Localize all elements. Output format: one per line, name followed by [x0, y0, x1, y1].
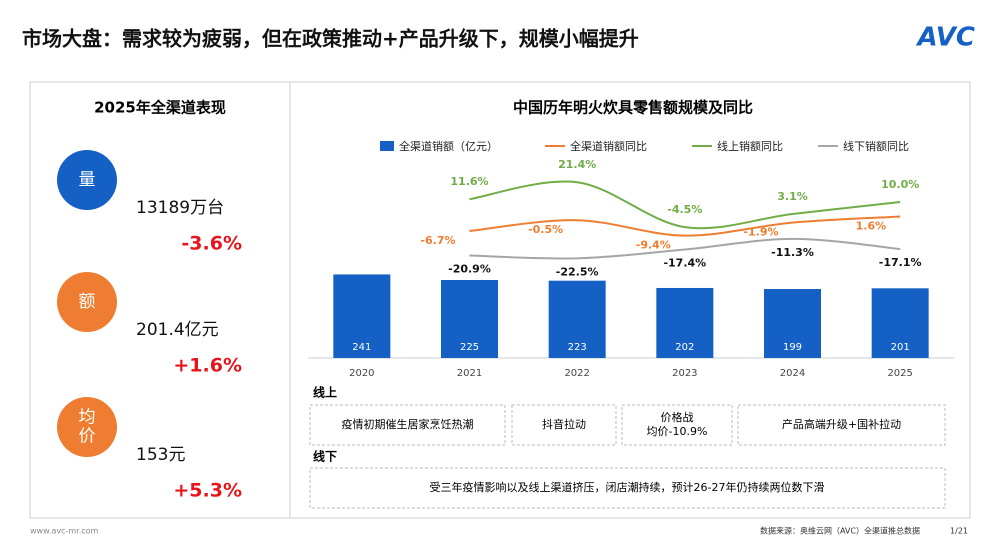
line: [469, 237, 901, 260]
line-label: -22.5%: [556, 265, 599, 278]
bar: [441, 280, 498, 358]
bar: [333, 274, 391, 358]
note-box: [309, 404, 506, 446]
icon-circle: [57, 397, 117, 457]
line-label: -1.9%: [743, 226, 778, 239]
x-tick-label: 2023: [672, 368, 697, 379]
bar-label: 201: [891, 342, 910, 353]
bar-label: 202: [675, 342, 694, 353]
online-note: 价格战: [661, 410, 694, 424]
line-label: -0.5%: [528, 223, 563, 236]
bar: [764, 289, 821, 358]
x-tick-label: 2025: [887, 368, 912, 379]
note-box: [511, 404, 617, 446]
line-label: 11.6%: [450, 175, 488, 188]
online-note: 疫情初期催生居家烹饪热潮: [342, 417, 474, 431]
note-box: [309, 467, 946, 509]
x-tick-label: 2020: [349, 368, 374, 379]
summary-title: 2025年全渠道表现: [94, 99, 226, 117]
x-tick-label: 2021: [457, 368, 482, 379]
bar: [656, 287, 714, 358]
summary-value: 201.4亿元: [136, 320, 219, 340]
summary-change: +5.3%: [173, 480, 242, 502]
chart-panel: [289, 81, 971, 519]
icon-circle: [57, 150, 117, 210]
source: 数据来源：奥维云网（AVC）全渠道推总数据: [760, 526, 920, 536]
line-label: -9.4%: [636, 239, 671, 252]
line: [469, 180, 901, 230]
icon-text: 价: [79, 427, 96, 447]
line-label: -11.3%: [771, 246, 814, 259]
bar-label: 199: [783, 342, 802, 353]
chart-title: 中国历年明火炊具零售额规模及同比: [513, 99, 753, 117]
offline-note: 受三年疫情影响以及线上渠道挤压，闭店潮持续，预计26-27年仍持续两位数下滑: [430, 480, 825, 494]
line-label: 10.0%: [881, 178, 919, 191]
x-tick-label: 2022: [564, 368, 589, 379]
legend-label: 全渠道销额同比: [570, 139, 647, 153]
summary-value: 13189万台: [136, 198, 224, 218]
legend-swatch: [380, 141, 394, 151]
page-number: 1/21: [950, 527, 968, 536]
note-box: [621, 404, 733, 446]
online-label: 线上: [313, 385, 337, 400]
bar: [871, 288, 929, 358]
bar-label: 225: [460, 342, 479, 353]
icon-text: 量: [79, 170, 96, 190]
website: www.avc-mr.com: [30, 527, 99, 536]
bar: [548, 280, 606, 358]
offline-label: 线下: [313, 449, 337, 464]
online-note: 均价-10.9%: [647, 425, 708, 438]
line-label: -4.5%: [667, 203, 702, 216]
line-label: 3.1%: [777, 190, 808, 203]
icon-circle: [57, 272, 117, 332]
line-label: 1.6%: [856, 220, 887, 233]
line-label: -20.9%: [448, 263, 491, 276]
logo: AVC: [915, 23, 975, 53]
legend-label: 线下销额同比: [843, 139, 909, 153]
slide-title: 市场大盘：需求较为疲弱，但在政策推动+产品升级下，规模小幅提升: [22, 27, 639, 51]
legend-label: 全渠道销额（亿元）: [399, 139, 498, 153]
line: [469, 215, 901, 237]
line-label: -6.7%: [420, 234, 455, 247]
online-note: 抖音拉动: [542, 417, 586, 431]
bar-label: 241: [352, 342, 371, 353]
line-label: 21.4%: [558, 158, 596, 171]
summary-value: 153元: [136, 445, 185, 465]
summary-change: +1.6%: [173, 355, 242, 377]
summary-change: -3.6%: [181, 233, 242, 255]
note-box: [737, 404, 946, 446]
line-label: -17.4%: [663, 256, 706, 269]
line-label: -17.1%: [879, 256, 922, 269]
icon-text: 额: [79, 292, 96, 312]
online-note: 产品高端升级+国补拉动: [782, 417, 901, 431]
x-tick-label: 2024: [780, 368, 805, 379]
bar-label: 223: [568, 342, 587, 353]
icon-text: 均: [79, 408, 96, 428]
legend-label: 线上销额同比: [717, 139, 783, 153]
